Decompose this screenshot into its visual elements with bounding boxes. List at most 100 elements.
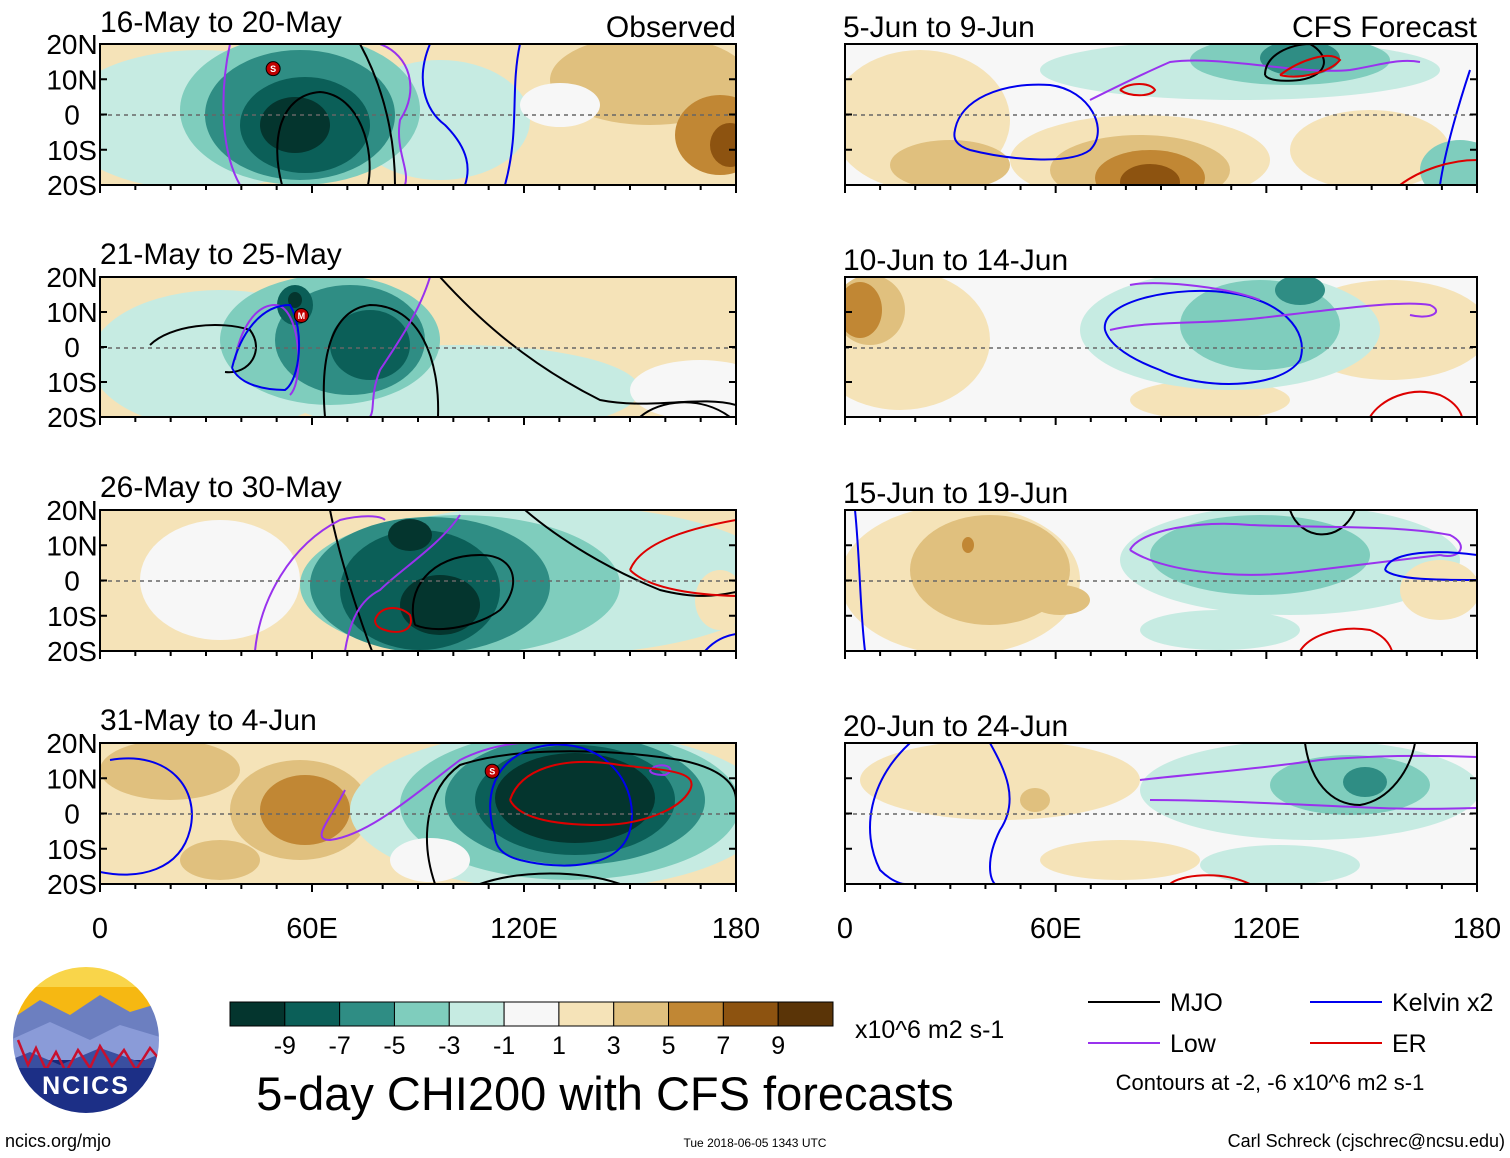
lat-tick-label: 20S [47, 170, 97, 201]
figure-title: 5-day CHI200 with CFS forecasts [256, 1067, 953, 1120]
panel-observed-1: 16-May to 20-May Observed [99, 6, 737, 186]
lat-tick-label: 10N [46, 530, 97, 561]
axes-layer: 20N 10N 0 10S 20S 20N 10N 0 10S 20S 20N 10N 0 10S 20S 2… [46, 29, 1501, 945]
panel-period: 21-May to 25-May [100, 238, 342, 271]
lat-tick-label: 10N [46, 297, 97, 328]
colorbar-swatch [448, 1001, 505, 1027]
colorbar-swatch [777, 1001, 834, 1027]
phase-marker-letter: M [298, 311, 306, 321]
panel-observed-2: 21-May to 25-May [99, 238, 737, 418]
panel-forecast-2: 10-Jun to 14-Jun [843, 244, 1478, 418]
panel-observed-3: 26-May to 30-May [99, 471, 737, 652]
lat-tick-label: 0 [64, 100, 80, 131]
colorbar-swatch [393, 1001, 450, 1027]
colorbar-swatch [722, 1001, 779, 1027]
colorbar-units: x10^6 m2 s-1 [855, 1016, 1004, 1044]
lon-tick-label: 180 [1453, 913, 1501, 945]
panel-forecast-3: 15-Jun to 19-Jun [843, 477, 1478, 652]
colorbar-swatch [503, 1001, 560, 1027]
footer-timestamp: Tue 2018-06-05 1343 UTC [684, 1136, 827, 1150]
panel-tag: CFS Forecast [1292, 11, 1478, 44]
panel-period: 26-May to 30-May [100, 471, 342, 504]
phase-marker-letter: S [270, 64, 276, 74]
phase-marker-letter: S [489, 767, 495, 777]
panel-forecast-4: 20-Jun to 24-Jun [843, 710, 1478, 885]
footer-credit: Carl Schreck (cjschrec@ncsu.edu) [1228, 1131, 1505, 1151]
footer-url: ncics.org/mjo [5, 1131, 111, 1151]
lat-tick-label: 10N [46, 64, 97, 95]
lon-tick-label: 180 [712, 913, 760, 945]
contours [854, 510, 1477, 651]
anomaly-field [845, 277, 1477, 417]
legend-label-er: ER [1392, 1030, 1427, 1058]
phase-marker: S [484, 763, 500, 779]
colorbar-tick-label: -1 [493, 1032, 515, 1060]
lon-tick-label: 0 [837, 913, 853, 945]
legend-note: Contours at -2, -6 x10^6 m2 s-1 [1116, 1070, 1425, 1095]
lat-tick-label: 0 [64, 799, 80, 830]
lat-tick-label: 0 [64, 566, 80, 597]
panel-period: 16-May to 20-May [100, 6, 342, 39]
contours [1103, 282, 1463, 417]
logo-text: NCICS [42, 1072, 130, 1100]
colorbar-swatch [339, 1001, 395, 1027]
lat-tick-label: 10S [47, 367, 97, 398]
lat-tick-label: 10S [47, 135, 97, 166]
legend-label-kelvin: Kelvin x2 [1392, 989, 1493, 1017]
colorbar-tick-label: -5 [383, 1032, 405, 1060]
ncics-logo: NCICS [11, 965, 161, 1115]
lon-tick-label: 60E [1030, 913, 1082, 945]
colorbar-swatch [613, 1001, 670, 1027]
colorbar-swatch [284, 1001, 341, 1027]
colorbar-tick-label: -3 [438, 1032, 460, 1060]
lon-tick-label: 120E [1232, 913, 1300, 945]
lat-tick-label: 20N [46, 29, 97, 60]
lat-tick-label: 20N [46, 728, 97, 759]
anomaly-field [100, 277, 736, 417]
lon-tick-label: 120E [490, 913, 558, 945]
lat-tick-label: 10N [46, 763, 97, 794]
legend-label-mjo: MJO [1170, 989, 1223, 1017]
lat-tick-label: 20N [46, 262, 97, 293]
colorbar-tick-label: 7 [716, 1032, 730, 1060]
lat-tick-label: 10S [47, 834, 97, 865]
anomaly-field [845, 44, 1477, 185]
anomaly-field [845, 510, 1477, 651]
colorbar-tick-label: 3 [607, 1032, 621, 1060]
colorbar-tick-label: 1 [552, 1032, 566, 1060]
colorbar-tick-label: 9 [771, 1032, 785, 1060]
lon-tick-label: 0 [92, 913, 108, 945]
lat-tick-label: 0 [64, 332, 80, 363]
lat-tick-label: 20N [46, 495, 97, 526]
panel-period: 15-Jun to 19-Jun [843, 477, 1068, 510]
anomaly-field [140, 510, 736, 651]
panel-period: 31-May to 4-Jun [100, 704, 317, 737]
colorbar: -9 -7 -5 -3 -1 1 3 5 7 9 [229, 1001, 834, 1060]
colorbar-swatch [558, 1001, 615, 1027]
colorbar-tick-label: -9 [274, 1032, 296, 1060]
lat-tick-label: 10S [47, 601, 97, 632]
panel-period: 5-Jun to 9-Jun [843, 11, 1035, 44]
legend: MJO Kelvin x2 Low ER Contours at -2, -6 … [1088, 989, 1493, 1095]
colorbar-tick-label: -7 [329, 1032, 351, 1060]
contours [953, 44, 1477, 185]
colorbar-swatch [668, 1001, 724, 1027]
panel-observed-4: 31-May to 4-Jun [99, 704, 737, 885]
panel-period: 10-Jun to 14-Jun [843, 244, 1068, 277]
lat-tick-label: 20S [47, 402, 97, 433]
lon-tick-label: 60E [286, 913, 338, 945]
contours [869, 743, 1477, 884]
lat-tick-label: 20S [47, 636, 97, 667]
legend-label-low: Low [1170, 1030, 1217, 1058]
colorbar-swatch [229, 1001, 286, 1027]
panel-tag: Observed [606, 11, 736, 44]
phase-markers: S M S [265, 61, 500, 779]
anomaly-field [860, 743, 1477, 884]
phase-marker: M [293, 308, 309, 323]
panel-period: 20-Jun to 24-Jun [843, 710, 1068, 743]
colorbar-tick-label: 5 [662, 1032, 676, 1060]
contours [222, 44, 521, 185]
phase-marker: S [265, 61, 281, 77]
contours [100, 743, 736, 884]
